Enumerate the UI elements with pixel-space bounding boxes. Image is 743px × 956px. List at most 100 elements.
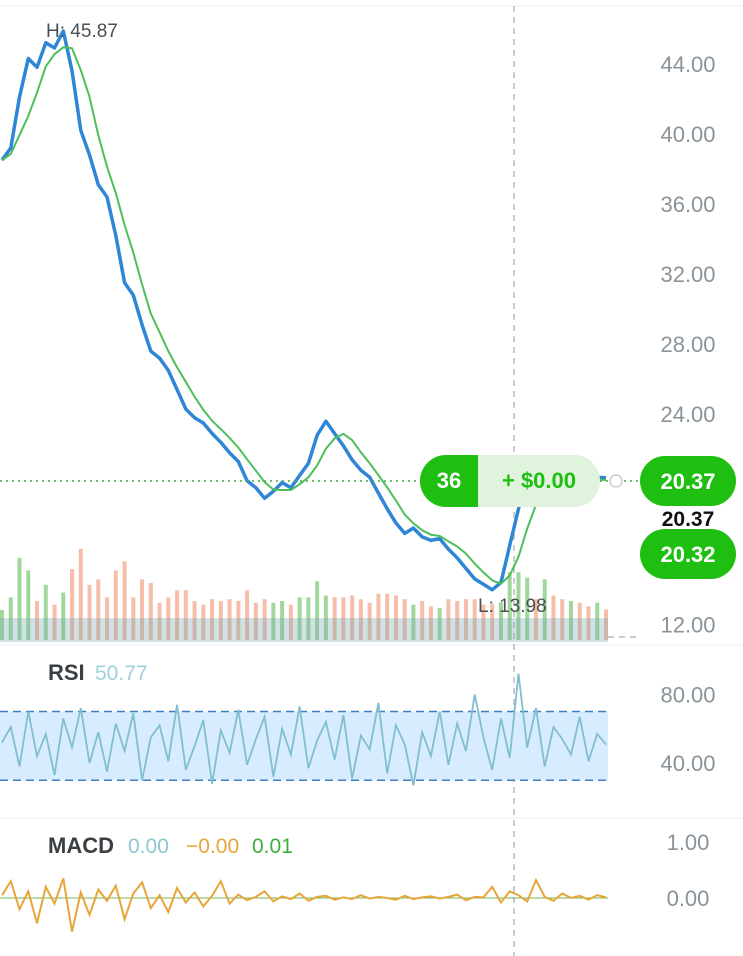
price-tick-label: 28.00 bbox=[660, 332, 715, 357]
volume-bar bbox=[245, 590, 250, 640]
price-tick-label: 12.00 bbox=[660, 612, 715, 637]
position-qty: 36 bbox=[437, 468, 461, 493]
macd-title: MACD bbox=[48, 833, 114, 858]
volume-bar bbox=[175, 590, 180, 640]
price-tick-label: 32.00 bbox=[660, 262, 715, 287]
volume-bar bbox=[490, 604, 495, 640]
last-price-repeat: 20.37 bbox=[662, 508, 715, 531]
volume-bar bbox=[297, 597, 302, 640]
volume-bar bbox=[604, 609, 608, 640]
price-line bbox=[0, 29, 607, 592]
volume-bar bbox=[323, 595, 328, 640]
volume-bar bbox=[455, 601, 460, 640]
price-tick-label: 40.00 bbox=[660, 122, 715, 147]
volume-bar bbox=[166, 597, 171, 640]
volume-bar bbox=[148, 583, 153, 640]
volume-bar bbox=[105, 597, 110, 640]
volume-bar bbox=[43, 584, 48, 640]
volume-bar bbox=[385, 593, 390, 640]
volume-bar bbox=[262, 599, 267, 640]
volume-bar bbox=[393, 595, 398, 640]
price-tick-label: 36.00 bbox=[660, 192, 715, 217]
volume-bar bbox=[140, 579, 145, 640]
rsi-tick-label: 80.00 bbox=[660, 682, 715, 707]
volume-bar bbox=[437, 608, 442, 640]
macd-line bbox=[1, 877, 607, 932]
volume-bar bbox=[253, 602, 258, 640]
volume-bar bbox=[525, 577, 530, 640]
high-label: H: 45.87 bbox=[46, 21, 118, 42]
drag-handle-icon[interactable] bbox=[609, 474, 623, 488]
volume-bar bbox=[568, 601, 573, 640]
volume-bar bbox=[586, 606, 591, 640]
position-pill[interactable]: 36 + $0.00 bbox=[420, 455, 623, 507]
macd-axis: 1.00 0.00 bbox=[667, 830, 710, 911]
volume-bar bbox=[236, 601, 241, 640]
rsi-line bbox=[1, 673, 607, 786]
volume-bar bbox=[533, 599, 538, 640]
volume-bar bbox=[35, 601, 40, 640]
position-qty-bg bbox=[420, 455, 478, 507]
volume-bar bbox=[280, 601, 285, 640]
price-axis: 44.00 40.00 36.00 32.00 28.00 24.00 12.00 bbox=[660, 52, 715, 638]
volume-bar bbox=[551, 595, 556, 640]
position-pnl: + $0.00 bbox=[502, 468, 576, 493]
volume-bar bbox=[428, 606, 433, 640]
bid-price-tag: 20.32 bbox=[640, 529, 736, 579]
volume-bar bbox=[350, 595, 355, 640]
volume-bar bbox=[472, 599, 477, 640]
volume-bar bbox=[376, 593, 381, 640]
macd-value-signal: −0.00 bbox=[186, 835, 239, 858]
volume-bar bbox=[560, 599, 565, 640]
volume-bar bbox=[446, 599, 451, 640]
bid-price-bg bbox=[640, 529, 736, 579]
volume-bar bbox=[218, 601, 223, 640]
volume-bar bbox=[595, 602, 600, 640]
volume-bar bbox=[367, 602, 372, 640]
last-price-bg bbox=[640, 456, 736, 506]
volume-bar bbox=[210, 599, 215, 640]
volume-bar bbox=[17, 557, 22, 640]
volume-bar bbox=[341, 597, 346, 640]
rsi-value: 50.77 bbox=[95, 662, 148, 685]
low-label: L: 13.98 bbox=[478, 596, 547, 617]
moving-average-line bbox=[1, 46, 607, 585]
volume-bar bbox=[87, 584, 92, 640]
macd-tick-label: 1.00 bbox=[667, 830, 710, 855]
volume-base bbox=[0, 618, 608, 642]
volume-bar bbox=[61, 592, 66, 640]
volume-bar bbox=[78, 548, 83, 640]
volume-bar bbox=[157, 602, 162, 640]
volume-bar bbox=[463, 599, 468, 640]
last-price-tag: 20.37 bbox=[640, 456, 736, 506]
volume-bar bbox=[96, 579, 101, 640]
volume-bar bbox=[306, 597, 311, 640]
price-lines bbox=[0, 29, 607, 592]
bid-price-value: 20.32 bbox=[660, 542, 715, 567]
volume-bar bbox=[498, 602, 503, 640]
volume-bar bbox=[577, 602, 582, 640]
volume-bar bbox=[411, 604, 416, 640]
volume-bar bbox=[358, 599, 363, 640]
price-tick-label: 44.00 bbox=[660, 52, 715, 77]
rsi-title: RSI bbox=[48, 660, 85, 685]
volume-bar bbox=[113, 570, 118, 640]
volume-bar bbox=[131, 597, 136, 640]
volume-bar bbox=[402, 599, 407, 640]
volume-bar bbox=[52, 604, 57, 640]
volume-bar bbox=[0, 610, 4, 640]
volume-bar bbox=[8, 597, 13, 640]
volume-bar bbox=[70, 569, 75, 640]
volume-bar bbox=[507, 572, 512, 640]
volume-bar bbox=[481, 604, 486, 640]
volume-bar bbox=[288, 604, 293, 640]
price-tick-label: 24.00 bbox=[660, 402, 715, 427]
rsi-band bbox=[0, 711, 608, 781]
volume-bar bbox=[516, 572, 521, 640]
volume-bar bbox=[201, 604, 206, 640]
volume-bars bbox=[0, 548, 608, 642]
volume-bar bbox=[420, 601, 425, 640]
macd-value-line: 0.00 bbox=[128, 835, 169, 858]
volume-bar bbox=[332, 597, 337, 640]
